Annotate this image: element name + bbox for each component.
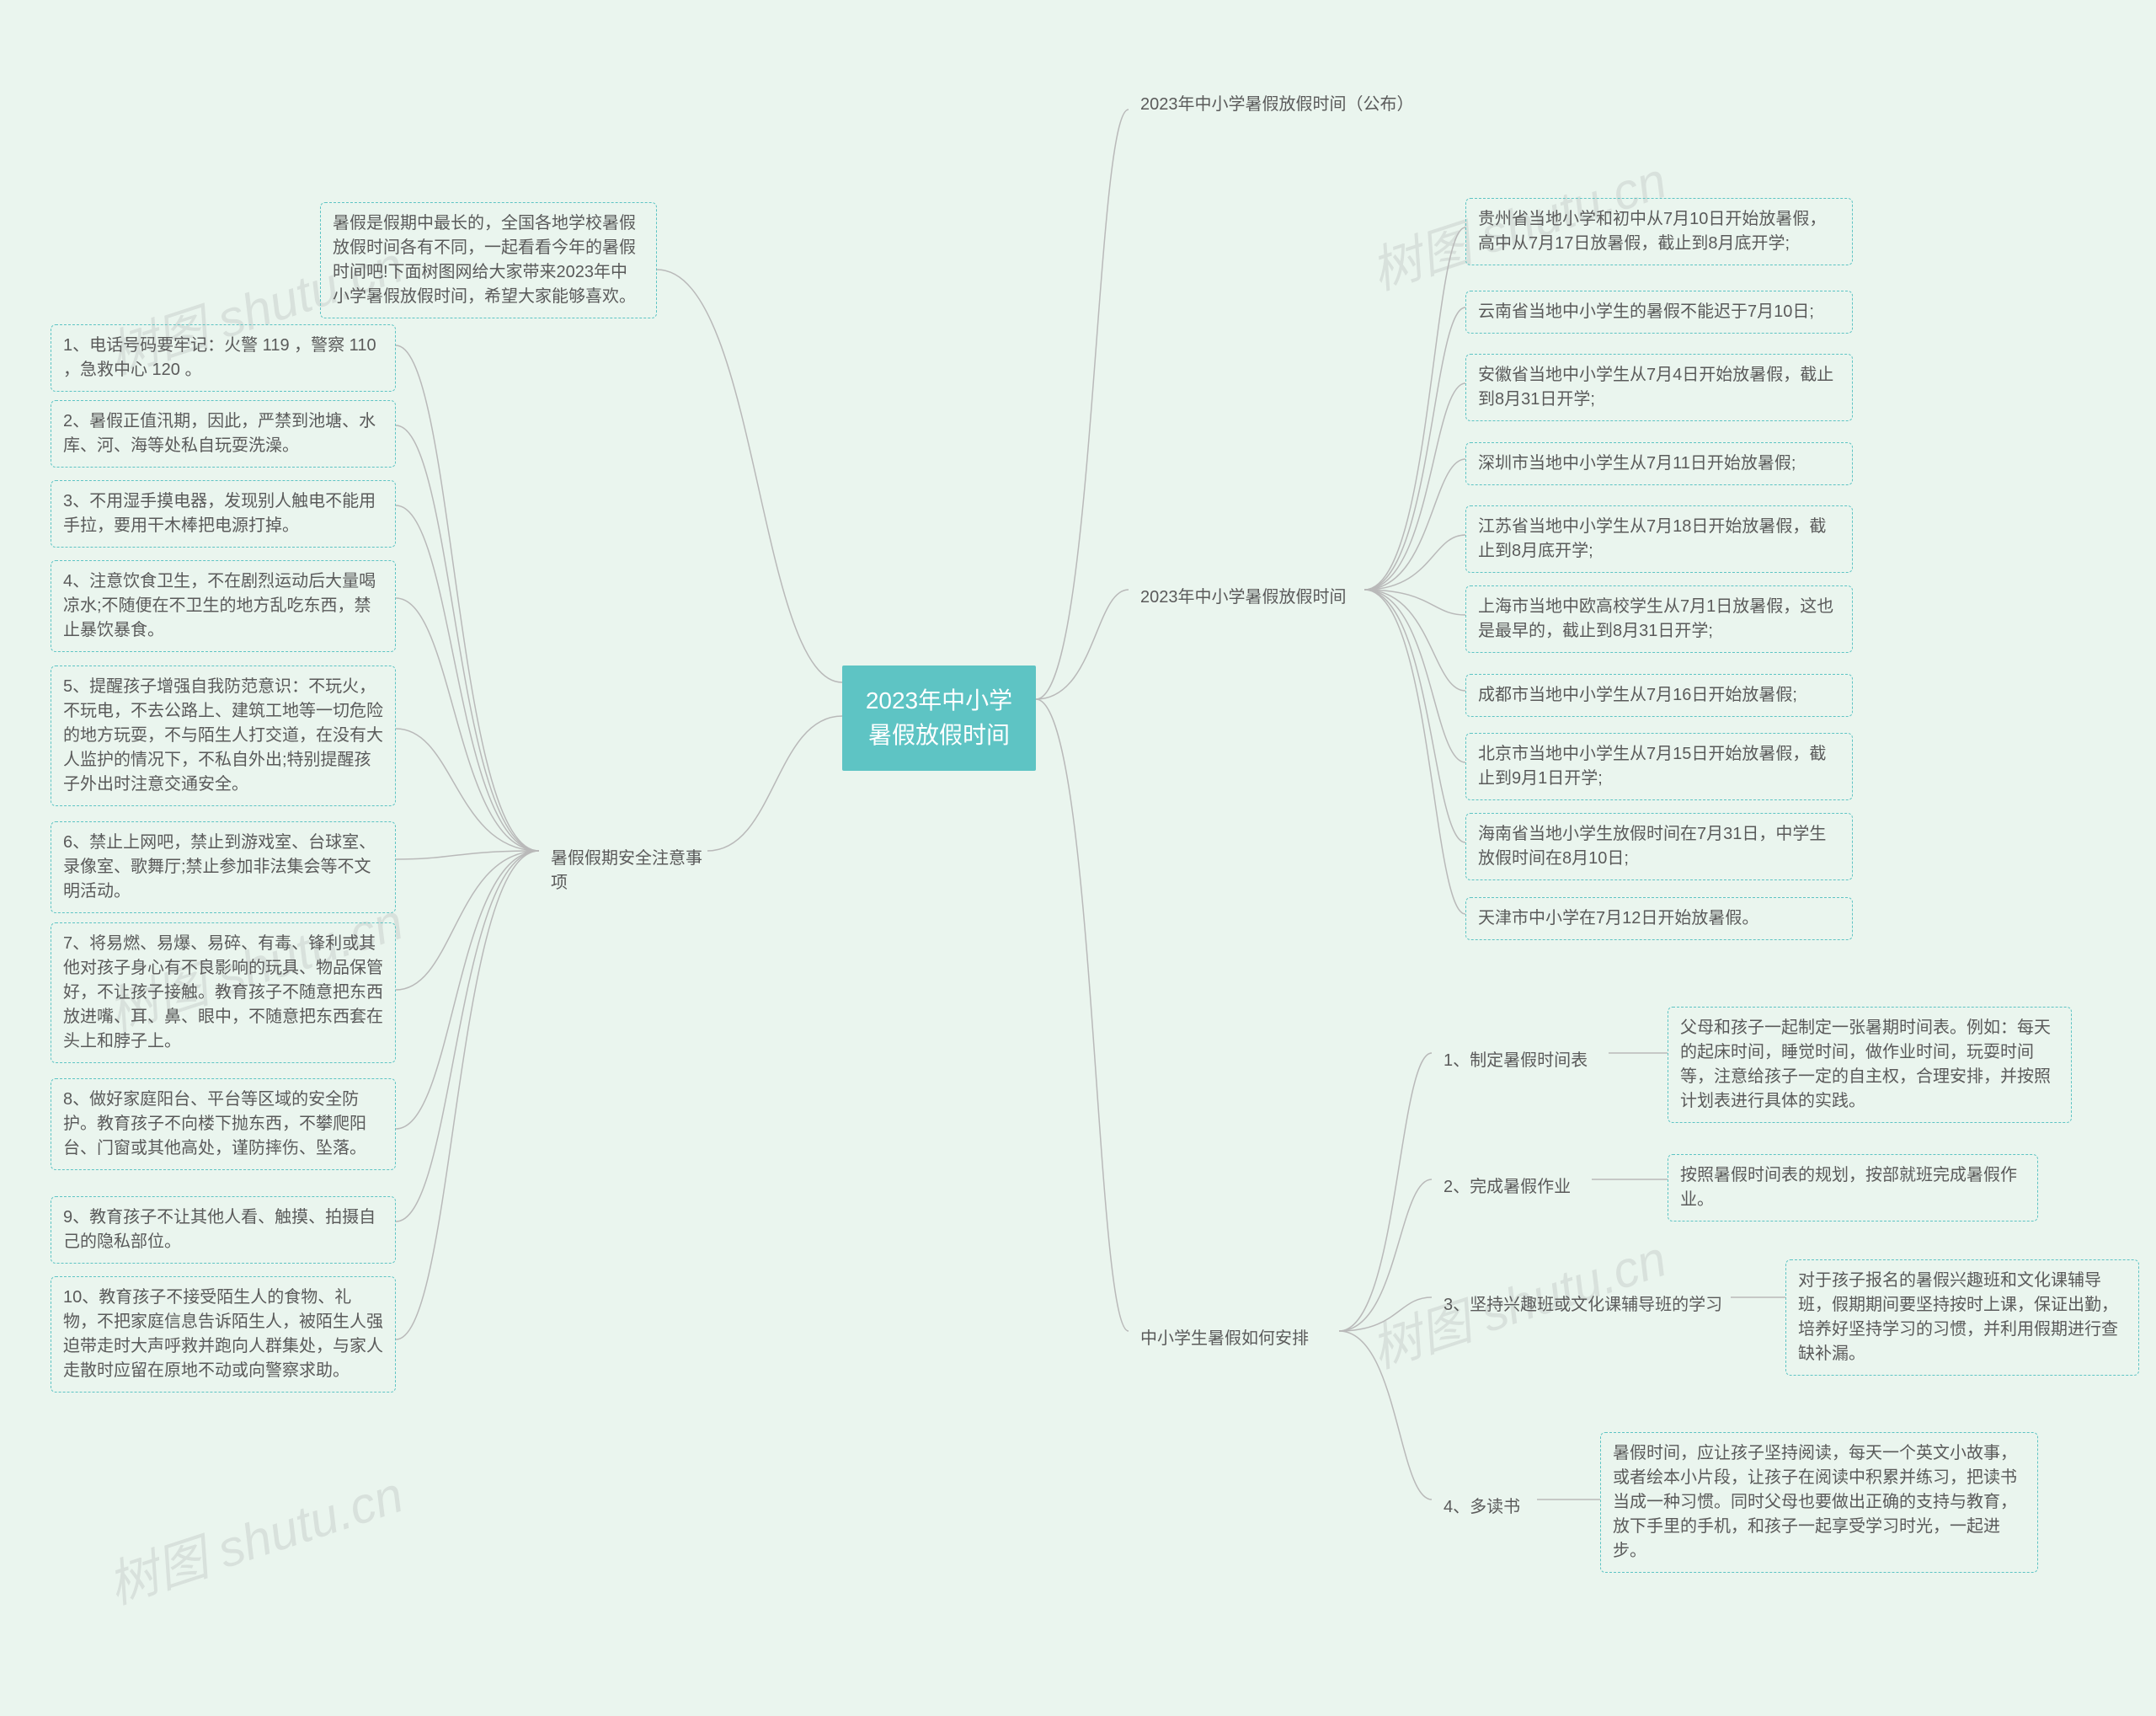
province-item: 成都市当地中小学生从7月16日开始放暑假; <box>1465 674 1853 717</box>
safety-item: 9、教育孩子不让其他人看、触摸、拍摄自己的隐私部位。 <box>51 1196 396 1264</box>
arrange-detail: 父母和孩子一起制定一张暑期时间表。例如：每天的起床时间，睡觉时间，做作业时间，玩… <box>1668 1007 2072 1123</box>
left-branch-title: 暑假假期安全注意事项 <box>539 838 716 904</box>
province-item: 安徽省当地中小学生从7月4日开始放暑假，截止到8月31日开学; <box>1465 354 1853 421</box>
arrange-label: 3、坚持兴趣班或文化课辅导班的学习 <box>1432 1285 1735 1326</box>
safety-item: 4、注意饮食卫生，不在剧烈运动后大量喝凉水;不随便在不卫生的地方乱吃东西，禁止暴… <box>51 560 396 652</box>
safety-item: 3、不用湿手摸电器，发现别人触电不能用手拉，要用干木棒把电源打掉。 <box>51 480 396 548</box>
right-branch-3-title: 中小学生暑假如何安排 <box>1129 1318 1348 1360</box>
province-item: 深圳市当地中小学生从7月11日开始放暑假; <box>1465 442 1853 485</box>
arrange-label: 2、完成暑假作业 <box>1432 1167 1592 1208</box>
intro-box: 暑假是假期中最长的，全国各地学校暑假放假时间各有不同，一起看看今年的暑假时间吧!… <box>320 202 657 318</box>
arrange-detail: 暑假时间，应让孩子坚持阅读，每天一个英文小故事，或者绘本小片段，让孩子在阅读中积… <box>1600 1432 2038 1573</box>
province-item: 上海市当地中欧高校学生从7月1日放暑假，这也是最早的，截止到8月31日开学; <box>1465 585 1853 653</box>
province-item: 北京市当地中小学生从7月15日开始放暑假，截止到9月1日开学; <box>1465 733 1853 800</box>
safety-item: 2、暑假正值汛期，因此，严禁到池塘、水库、河、海等处私自玩耍洗澡。 <box>51 400 396 468</box>
root-node: 2023年中小学暑假放假时间 <box>842 666 1036 771</box>
arrange-detail: 按照暑假时间表的规划，按部就班完成暑假作业。 <box>1668 1154 2038 1222</box>
safety-item: 10、教育孩子不接受陌生人的食物、礼物，不把家庭信息告诉陌生人，被陌生人强迫带走… <box>51 1276 396 1393</box>
watermark: 树图 shutu.cn <box>97 1454 411 1618</box>
safety-item: 6、禁止上网吧，禁止到游戏室、台球室、录像室、歌舞厅;禁止参加非法集会等不文明活… <box>51 821 396 913</box>
right-branch-2-title: 2023年中小学暑假放假时间 <box>1129 577 1373 618</box>
safety-item: 8、做好家庭阳台、平台等区域的安全防护。教育孩子不向楼下抛东西，不攀爬阳台、门窗… <box>51 1078 396 1170</box>
arrange-label: 4、多读书 <box>1432 1487 1541 1528</box>
province-item: 天津市中小学在7月12日开始放暑假。 <box>1465 897 1853 940</box>
arrange-label: 1、制定暑假时间表 <box>1432 1040 1609 1082</box>
province-item: 贵州省当地小学和初中从7月10日开始放暑假，高中从7月17日放暑假，截止到8月底… <box>1465 198 1853 265</box>
safety-item: 5、提醒孩子增强自我防范意识：不玩火，不玩电，不去公路上、建筑工地等一切危险的地… <box>51 666 396 806</box>
right-branch-1-title: 2023年中小学暑假放假时间（公布） <box>1129 84 1465 126</box>
province-item: 云南省当地中小学生的暑假不能迟于7月10日; <box>1465 291 1853 334</box>
province-item: 海南省当地小学生放假时间在7月31日，中学生放假时间在8月10日; <box>1465 813 1853 880</box>
safety-item: 1、电话号码要牢记：火警 119 ，警察 110 ，急救中心 120 。 <box>51 324 396 392</box>
arrange-detail: 对于孩子报名的暑假兴趣班和文化课辅导班，假期期间要坚持按时上课，保证出勤，培养好… <box>1785 1259 2139 1376</box>
safety-item: 7、将易燃、易爆、易碎、有毒、锋利或其他对孩子身心有不良影响的玩具、物品保管好，… <box>51 922 396 1063</box>
province-item: 江苏省当地中小学生从7月18日开始放暑假，截止到8月底开学; <box>1465 505 1853 573</box>
